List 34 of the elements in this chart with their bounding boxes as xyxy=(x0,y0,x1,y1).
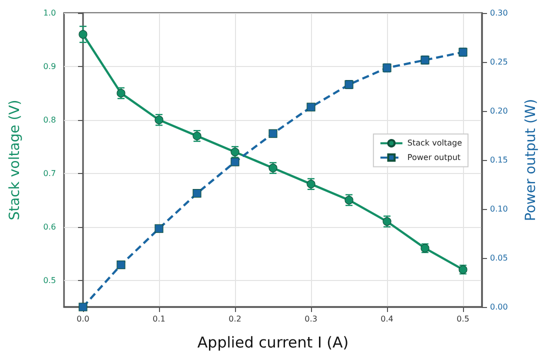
x-tick-label: 0.3 xyxy=(304,314,318,324)
y2-tick-label: 0.10 xyxy=(490,204,508,214)
y2-tick-label: 0.20 xyxy=(490,106,508,116)
x-tick-label: 0.5 xyxy=(456,314,470,324)
point xyxy=(154,224,164,233)
y-tick-label: 0.8 xyxy=(43,115,56,124)
y2-tick-label: 0.25 xyxy=(490,58,508,66)
y2-tick-label: 0.00 xyxy=(490,302,508,312)
point xyxy=(116,260,126,270)
point xyxy=(306,102,316,112)
legend-label: Stack voltage xyxy=(407,138,462,148)
y-tick-label: 0.6 xyxy=(43,222,56,232)
y-tick-label: 1.0 xyxy=(43,8,56,18)
y-tick-label: 0.7 xyxy=(43,168,56,178)
x-tick-label: 0.2 xyxy=(228,314,242,324)
legend-label: Power output xyxy=(407,153,461,162)
y-axis-title: Stack voltage (V) xyxy=(7,100,23,220)
y2-tick-label: 0.15 xyxy=(490,156,508,164)
x-tick-label: 0.0 xyxy=(76,314,90,324)
y-tick-label: 0.9 xyxy=(43,62,56,71)
point xyxy=(230,158,240,166)
x-tick-label: 0.4 xyxy=(380,314,394,324)
point xyxy=(78,30,88,39)
y-tick-label: 0.5 xyxy=(43,276,56,285)
point xyxy=(116,88,126,98)
y2-tick-label: 0.05 xyxy=(490,254,508,262)
point xyxy=(154,116,164,124)
point xyxy=(192,189,202,198)
point xyxy=(268,129,278,138)
x-tick-label: 0.1 xyxy=(152,314,166,324)
y2-tick-label: 0.30 xyxy=(490,8,508,18)
x-axis-title: Applied current I (A) xyxy=(197,334,349,352)
point xyxy=(344,196,354,204)
y2-axis-title: Power output (W) xyxy=(523,98,539,222)
